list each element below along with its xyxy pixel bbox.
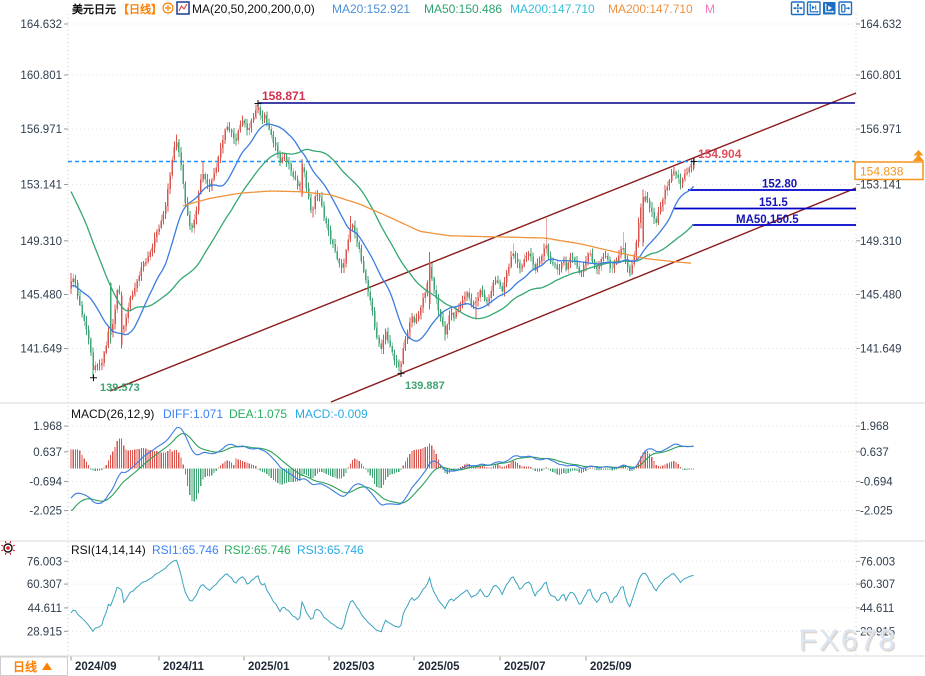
svg-text:MA50,150.5: MA50,150.5 xyxy=(736,214,799,226)
svg-text:153.141: 153.141 xyxy=(860,180,902,192)
svg-text:0.637: 0.637 xyxy=(860,447,889,459)
svg-text:MACD(26,12,9): MACD(26,12,9) xyxy=(71,407,154,421)
svg-text:153.141: 153.141 xyxy=(20,180,62,192)
svg-text:154.838: 154.838 xyxy=(860,165,904,179)
svg-text:1.968: 1.968 xyxy=(860,421,889,433)
svg-text:60.307: 60.307 xyxy=(860,579,895,591)
svg-text:2024/11: 2024/11 xyxy=(163,661,205,673)
svg-text:152.80: 152.80 xyxy=(762,179,797,191)
svg-text:2025/05: 2025/05 xyxy=(418,661,460,673)
svg-text:日线: 日线 xyxy=(13,659,37,674)
svg-text:RSI3:65.746: RSI3:65.746 xyxy=(297,543,364,557)
svg-text:158.871: 158.871 xyxy=(262,89,306,103)
svg-text:-2.025: -2.025 xyxy=(860,506,893,518)
svg-text:MA20:152.921: MA20:152.921 xyxy=(332,2,410,16)
svg-text:2025/01: 2025/01 xyxy=(248,661,290,673)
svg-text:DEA:1.075: DEA:1.075 xyxy=(229,407,287,421)
svg-text:MA50:150.486: MA50:150.486 xyxy=(424,2,502,16)
svg-text:76.003: 76.003 xyxy=(860,556,895,568)
svg-text:MA(20,50,200,200,0,0): MA(20,50,200,200,0,0) xyxy=(192,2,315,16)
svg-text:MA200:147.710: MA200:147.710 xyxy=(510,2,595,16)
svg-text:44.611: 44.611 xyxy=(28,603,62,615)
svg-text:160.801: 160.801 xyxy=(20,70,62,82)
svg-text:DIFF:1.071: DIFF:1.071 xyxy=(163,407,223,421)
svg-text:60.307: 60.307 xyxy=(27,579,62,591)
svg-text:MACD:-0.009: MACD:-0.009 xyxy=(295,407,368,421)
svg-text:2025/03: 2025/03 xyxy=(333,661,375,673)
svg-text:-0.694: -0.694 xyxy=(860,476,893,488)
svg-text:28.915: 28.915 xyxy=(860,626,895,638)
svg-text:【日线】: 【日线】 xyxy=(118,2,162,16)
svg-text:149.310: 149.310 xyxy=(860,236,902,248)
svg-text:76.003: 76.003 xyxy=(27,556,62,568)
svg-text:154.904: 154.904 xyxy=(698,147,742,161)
svg-text:MA200:147.710: MA200:147.710 xyxy=(608,2,693,16)
svg-text:2024/09: 2024/09 xyxy=(75,661,117,673)
svg-text:2025/07: 2025/07 xyxy=(504,661,546,673)
svg-text:美元日元: 美元日元 xyxy=(72,2,116,16)
svg-text:RSI1:65.746: RSI1:65.746 xyxy=(152,543,219,557)
svg-text:0.637: 0.637 xyxy=(33,447,62,459)
svg-text:164.632: 164.632 xyxy=(20,19,62,31)
svg-text:149.310: 149.310 xyxy=(20,236,62,248)
svg-text:-0.694: -0.694 xyxy=(29,476,62,488)
svg-text:139.887: 139.887 xyxy=(405,380,445,392)
svg-text:2025/09: 2025/09 xyxy=(590,661,632,673)
svg-text:FX678: FX678 xyxy=(800,626,898,659)
svg-text:RSI(14,14,14): RSI(14,14,14) xyxy=(71,543,146,557)
svg-text:145.480: 145.480 xyxy=(860,290,902,302)
svg-text:156.971: 156.971 xyxy=(860,124,902,136)
svg-text:160.801: 160.801 xyxy=(860,70,902,82)
svg-text:156.971: 156.971 xyxy=(20,124,62,136)
svg-text:28.915: 28.915 xyxy=(27,626,62,638)
svg-text:164.632: 164.632 xyxy=(860,19,902,31)
svg-text:145.480: 145.480 xyxy=(20,290,62,302)
svg-text:1.968: 1.968 xyxy=(33,421,62,433)
svg-text:44.611: 44.611 xyxy=(860,603,894,615)
svg-text:FX678: FX678 xyxy=(799,624,897,657)
svg-text:-2.025: -2.025 xyxy=(29,506,62,518)
svg-text:141.649: 141.649 xyxy=(860,344,902,356)
svg-text:M: M xyxy=(705,2,715,16)
svg-text:RSI2:65.746: RSI2:65.746 xyxy=(224,543,291,557)
svg-text:141.649: 141.649 xyxy=(20,344,62,356)
svg-text:139.573: 139.573 xyxy=(100,382,140,394)
svg-text:151.5: 151.5 xyxy=(759,197,788,209)
